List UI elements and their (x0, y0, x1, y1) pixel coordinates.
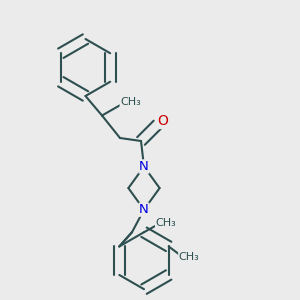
Text: CH₃: CH₃ (179, 252, 200, 262)
Text: CH₃: CH₃ (120, 97, 141, 107)
Text: O: O (158, 115, 168, 128)
Text: CH₃: CH₃ (155, 218, 176, 228)
Text: N: N (139, 160, 149, 173)
Text: N: N (139, 203, 149, 216)
